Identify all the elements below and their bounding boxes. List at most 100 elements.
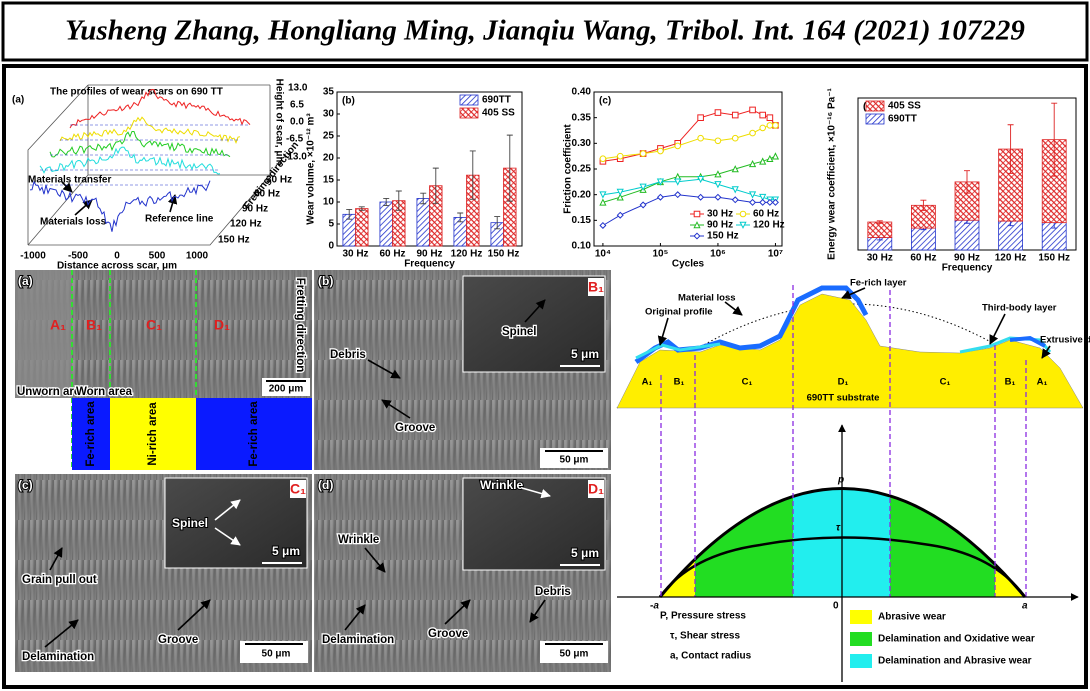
x-tick-label: 1000 <box>186 251 209 262</box>
legend-label: 90 Hz <box>707 220 733 231</box>
main-frame <box>2 64 1088 689</box>
x-tick-label: -1000 <box>20 251 46 262</box>
inset-image <box>462 477 606 571</box>
error-bar <box>358 206 365 211</box>
wear-legend: Abrasive wear Delamination and Oxidative … <box>850 610 1035 668</box>
marker <box>697 134 704 142</box>
marker <box>771 152 780 160</box>
y-tick-label: 5 <box>328 219 334 230</box>
legend-swatch <box>850 632 872 646</box>
marker <box>714 193 722 201</box>
legend-swatch <box>459 107 479 119</box>
y-tick-label: 25 <box>323 131 335 142</box>
error-bar <box>876 220 883 224</box>
legend-swatch <box>850 654 872 668</box>
arrow <box>841 287 866 299</box>
series-label: 120 Hz <box>230 219 262 230</box>
area-band <box>110 398 196 470</box>
annotation: Spinel <box>502 326 537 338</box>
arrow <box>657 317 669 346</box>
series-line <box>602 194 776 226</box>
y-tick-label: 0.20 <box>572 189 592 200</box>
marker <box>714 170 722 178</box>
legend-label: 405 SS <box>482 108 515 119</box>
profile-curve <box>29 180 211 232</box>
x-tick-label: 10⁵ <box>653 249 669 260</box>
marker <box>759 124 766 132</box>
inset-label: B₁ <box>588 279 604 295</box>
arrow <box>344 604 366 631</box>
annotation: Groove <box>158 634 198 646</box>
area-band <box>72 398 110 470</box>
annotation: Unworn area <box>17 386 87 398</box>
legend-swatch <box>850 610 872 624</box>
y-tick-label: 0.25 <box>572 164 592 175</box>
region-label: C₁ <box>742 377 753 388</box>
x-tick-label: 10⁴ <box>595 249 611 260</box>
inset-tag <box>290 480 306 498</box>
error-bar <box>395 190 402 211</box>
y-axis-label: Friction coefficient <box>563 124 574 214</box>
marker <box>759 157 767 165</box>
legend-label: Abrasive wear <box>878 612 946 623</box>
x-tick-label: 60 Hz <box>910 253 936 264</box>
marker <box>616 193 624 201</box>
panel-label: (c) <box>599 96 611 107</box>
arrow <box>214 527 241 546</box>
y-tick-label: 20 <box>323 153 335 164</box>
annotation: Debris <box>330 349 366 361</box>
marker <box>759 193 767 202</box>
marker <box>599 198 607 206</box>
surface-layer <box>635 342 721 360</box>
arrow <box>989 313 1006 345</box>
marker <box>731 186 739 194</box>
panel-title: The profiles of wear scars on 690 TT <box>50 87 223 98</box>
substrate <box>616 293 1084 409</box>
x-tick-label: 120 Hz <box>995 253 1027 264</box>
area-band <box>196 398 312 470</box>
x-tick-label: 60 Hz <box>379 249 405 260</box>
z-tick-label: -13.0 <box>284 152 307 163</box>
error-bar <box>920 199 927 211</box>
marker <box>616 188 624 197</box>
bar <box>416 198 430 247</box>
panel-label: (d) <box>318 478 333 492</box>
error-bar <box>346 209 353 220</box>
y-tick-label: 0.15 <box>572 215 592 226</box>
marker <box>766 154 774 163</box>
marker <box>697 193 705 201</box>
z-axis-label: Height of scar, μm <box>273 79 284 166</box>
region-label: A₁ <box>50 317 66 333</box>
marker <box>657 147 664 155</box>
notation: a, Contact radius <box>670 651 752 662</box>
marker <box>616 152 624 160</box>
marker <box>759 198 767 206</box>
marker <box>599 155 607 163</box>
error-bar <box>420 192 427 205</box>
annotation: Materials transfer <box>28 175 111 186</box>
error-bar <box>1051 102 1058 177</box>
error-bar <box>494 216 501 230</box>
x-tick-label: 90 Hz <box>954 253 980 264</box>
marker <box>697 175 705 184</box>
marker <box>656 193 664 201</box>
arrow <box>214 499 241 521</box>
marker <box>739 221 747 229</box>
region-label: D₁ <box>214 317 230 333</box>
arrow <box>524 299 546 323</box>
x-tick-label: -500 <box>68 251 88 262</box>
wear-band <box>890 488 995 597</box>
annotation: Material loss <box>678 293 736 304</box>
sem-unworn <box>15 270 72 398</box>
marker <box>693 221 701 229</box>
marker <box>599 221 607 229</box>
series-label: 60 Hz <box>254 189 280 200</box>
error-bar <box>1007 124 1014 174</box>
annotation: Fretting direction <box>294 278 306 373</box>
marker <box>772 122 779 129</box>
marker <box>749 106 756 114</box>
panel-label: (b) <box>318 274 333 288</box>
marker <box>748 159 757 168</box>
inset-tag <box>588 480 604 498</box>
